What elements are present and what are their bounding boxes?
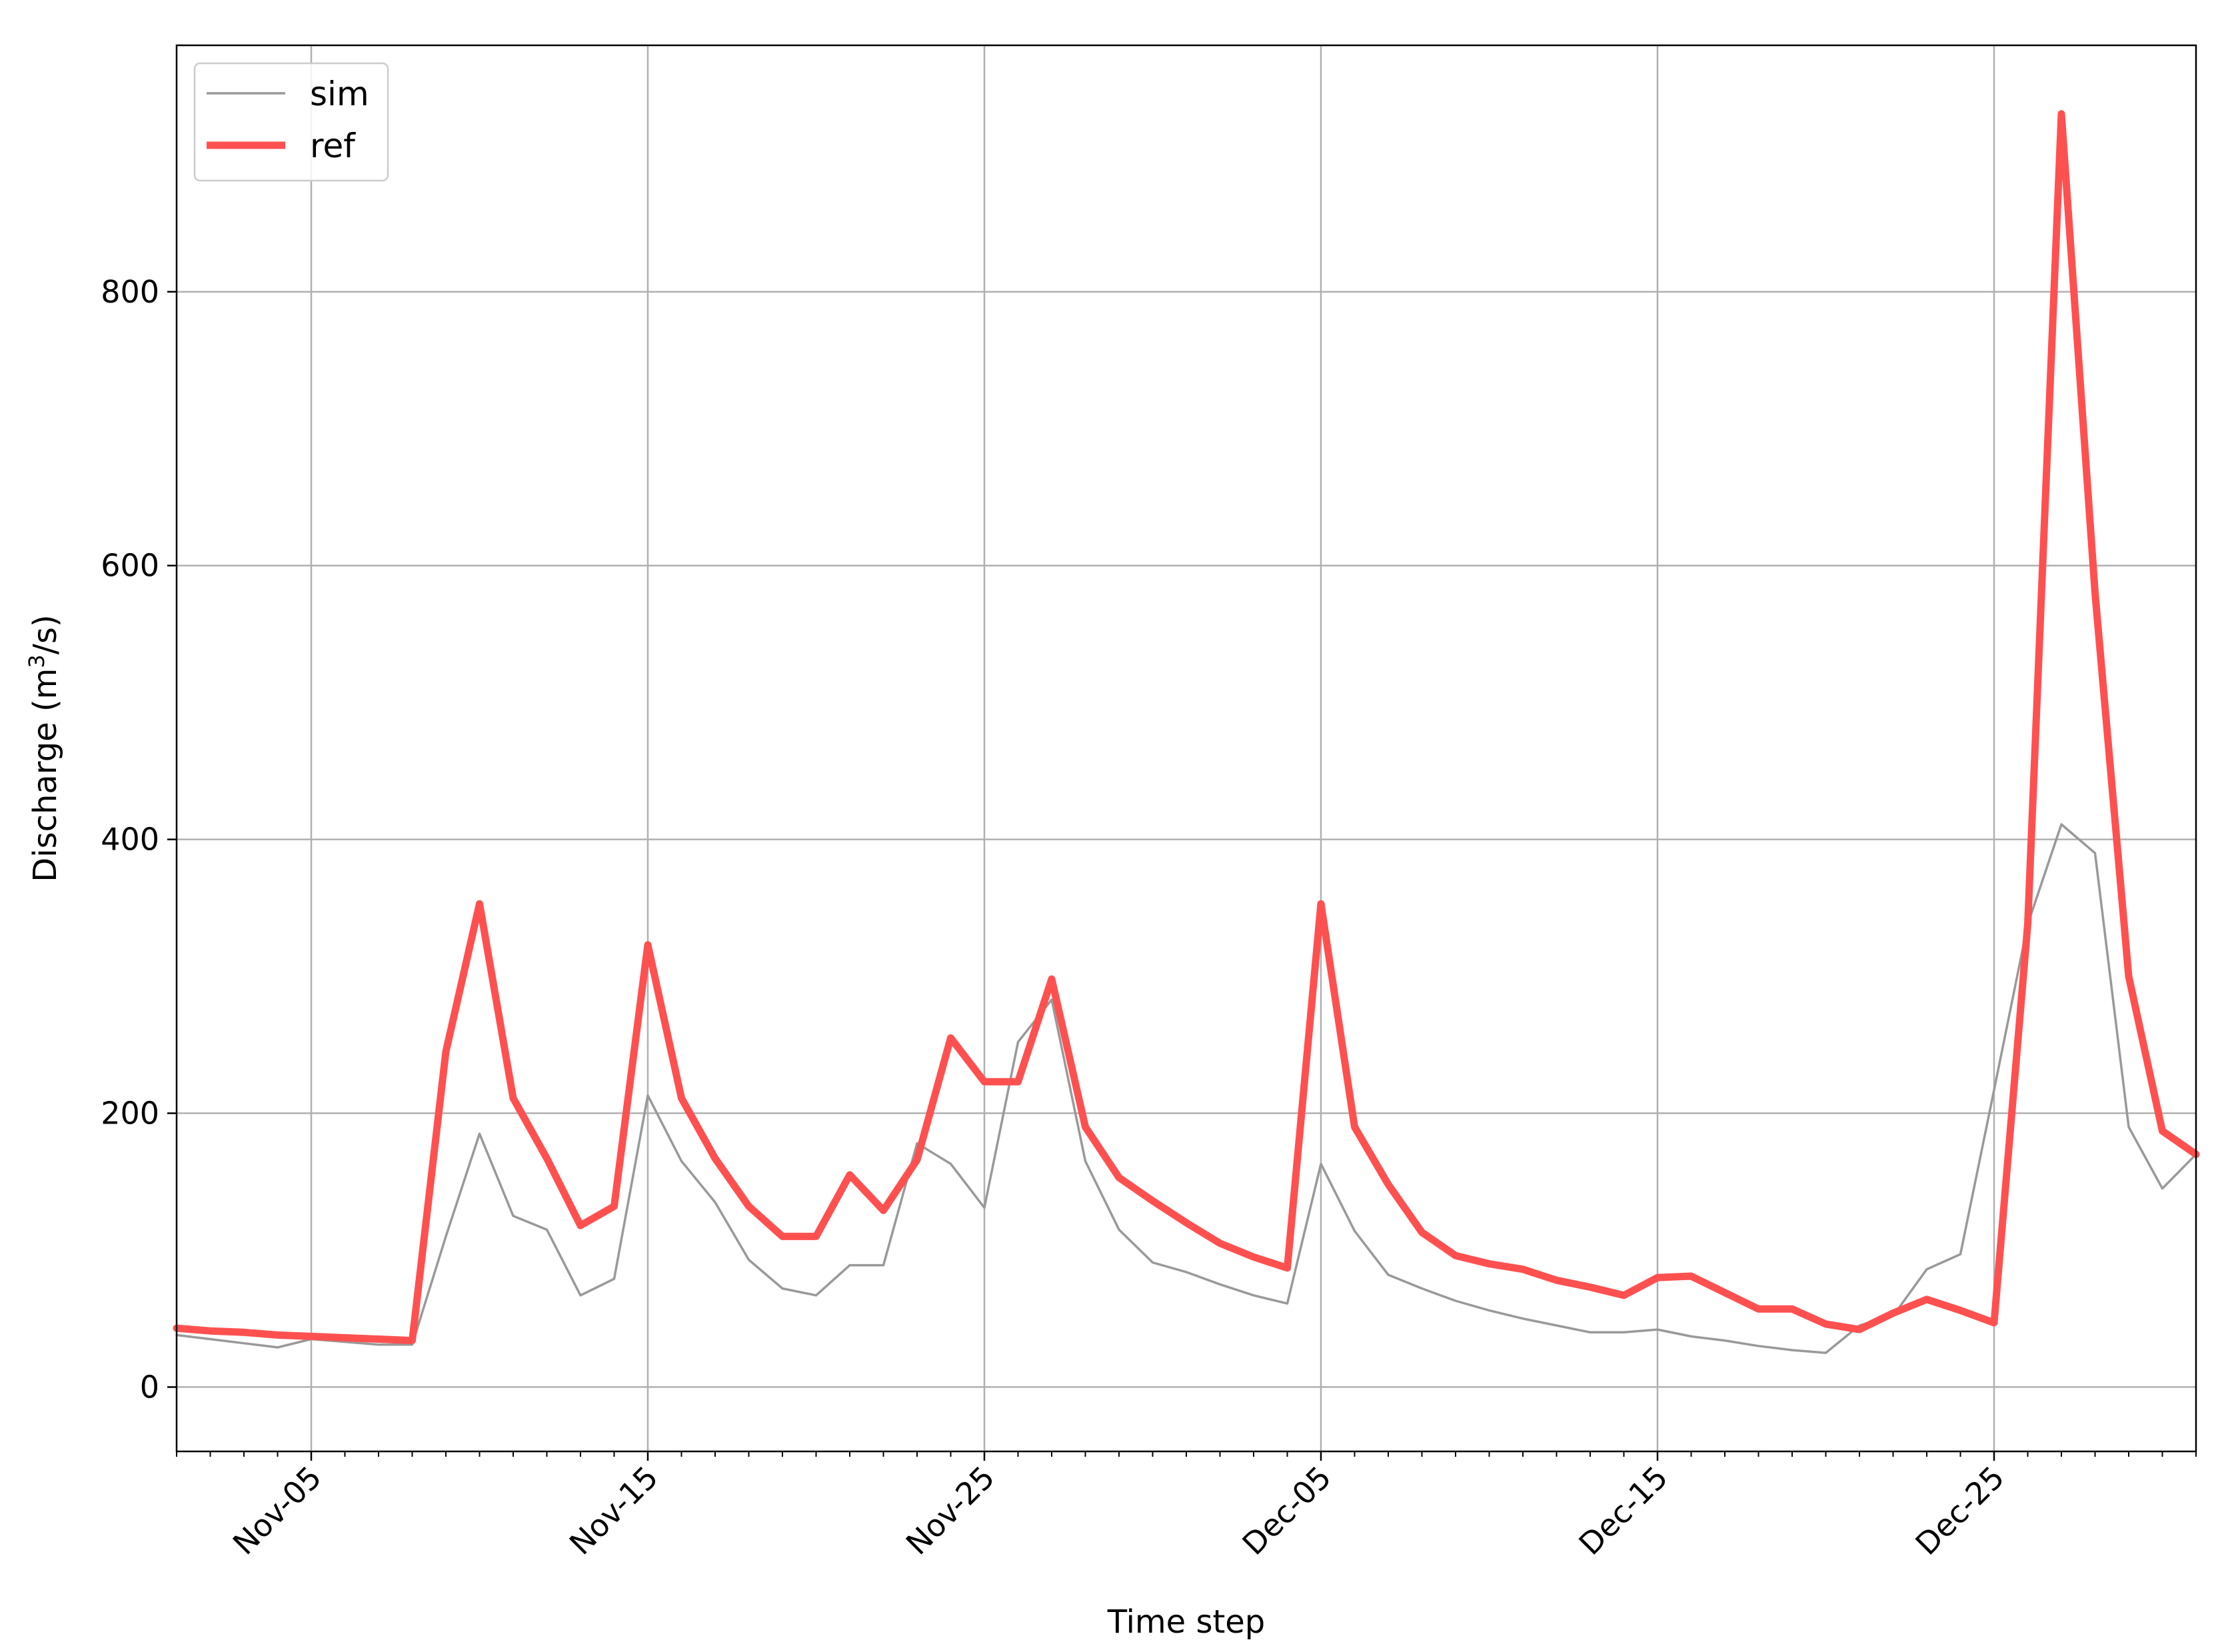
tick-layer: 0 200 400 600 800 Nov-05 Nov-15 Nov-25 Dec-05 Dec… — [101, 274, 2197, 1562]
x-tick-label: Nov-05 — [226, 1459, 329, 1562]
legend-sim-label: sim — [310, 75, 369, 113]
y-tick-label: 400 — [101, 822, 159, 858]
x-tick-label: Nov-15 — [562, 1459, 665, 1562]
x-tick-label: Dec-25 — [1909, 1459, 2011, 1562]
grid-layer — [177, 45, 2196, 1451]
x-tick-label: Nov-25 — [899, 1459, 1002, 1562]
series-line-ref — [173, 110, 2200, 1345]
series-layer — [173, 110, 2200, 1354]
legend-ref-label: ref — [310, 127, 356, 165]
y-tick-label: 200 — [101, 1096, 159, 1132]
x-tick-label: Dec-15 — [1572, 1459, 1675, 1562]
x-axis-label: Time step — [1107, 1603, 1266, 1641]
x-tick-label: Dec-05 — [1236, 1459, 1338, 1562]
y-tick-label: 600 — [101, 548, 159, 584]
y-axis-label: Discharge (m3/s) — [24, 614, 64, 882]
legend: sim ref — [193, 62, 389, 182]
y-tick-label: 0 — [140, 1369, 159, 1405]
y-tick-label: 800 — [101, 274, 159, 310]
plot-frame — [175, 44, 2197, 1453]
